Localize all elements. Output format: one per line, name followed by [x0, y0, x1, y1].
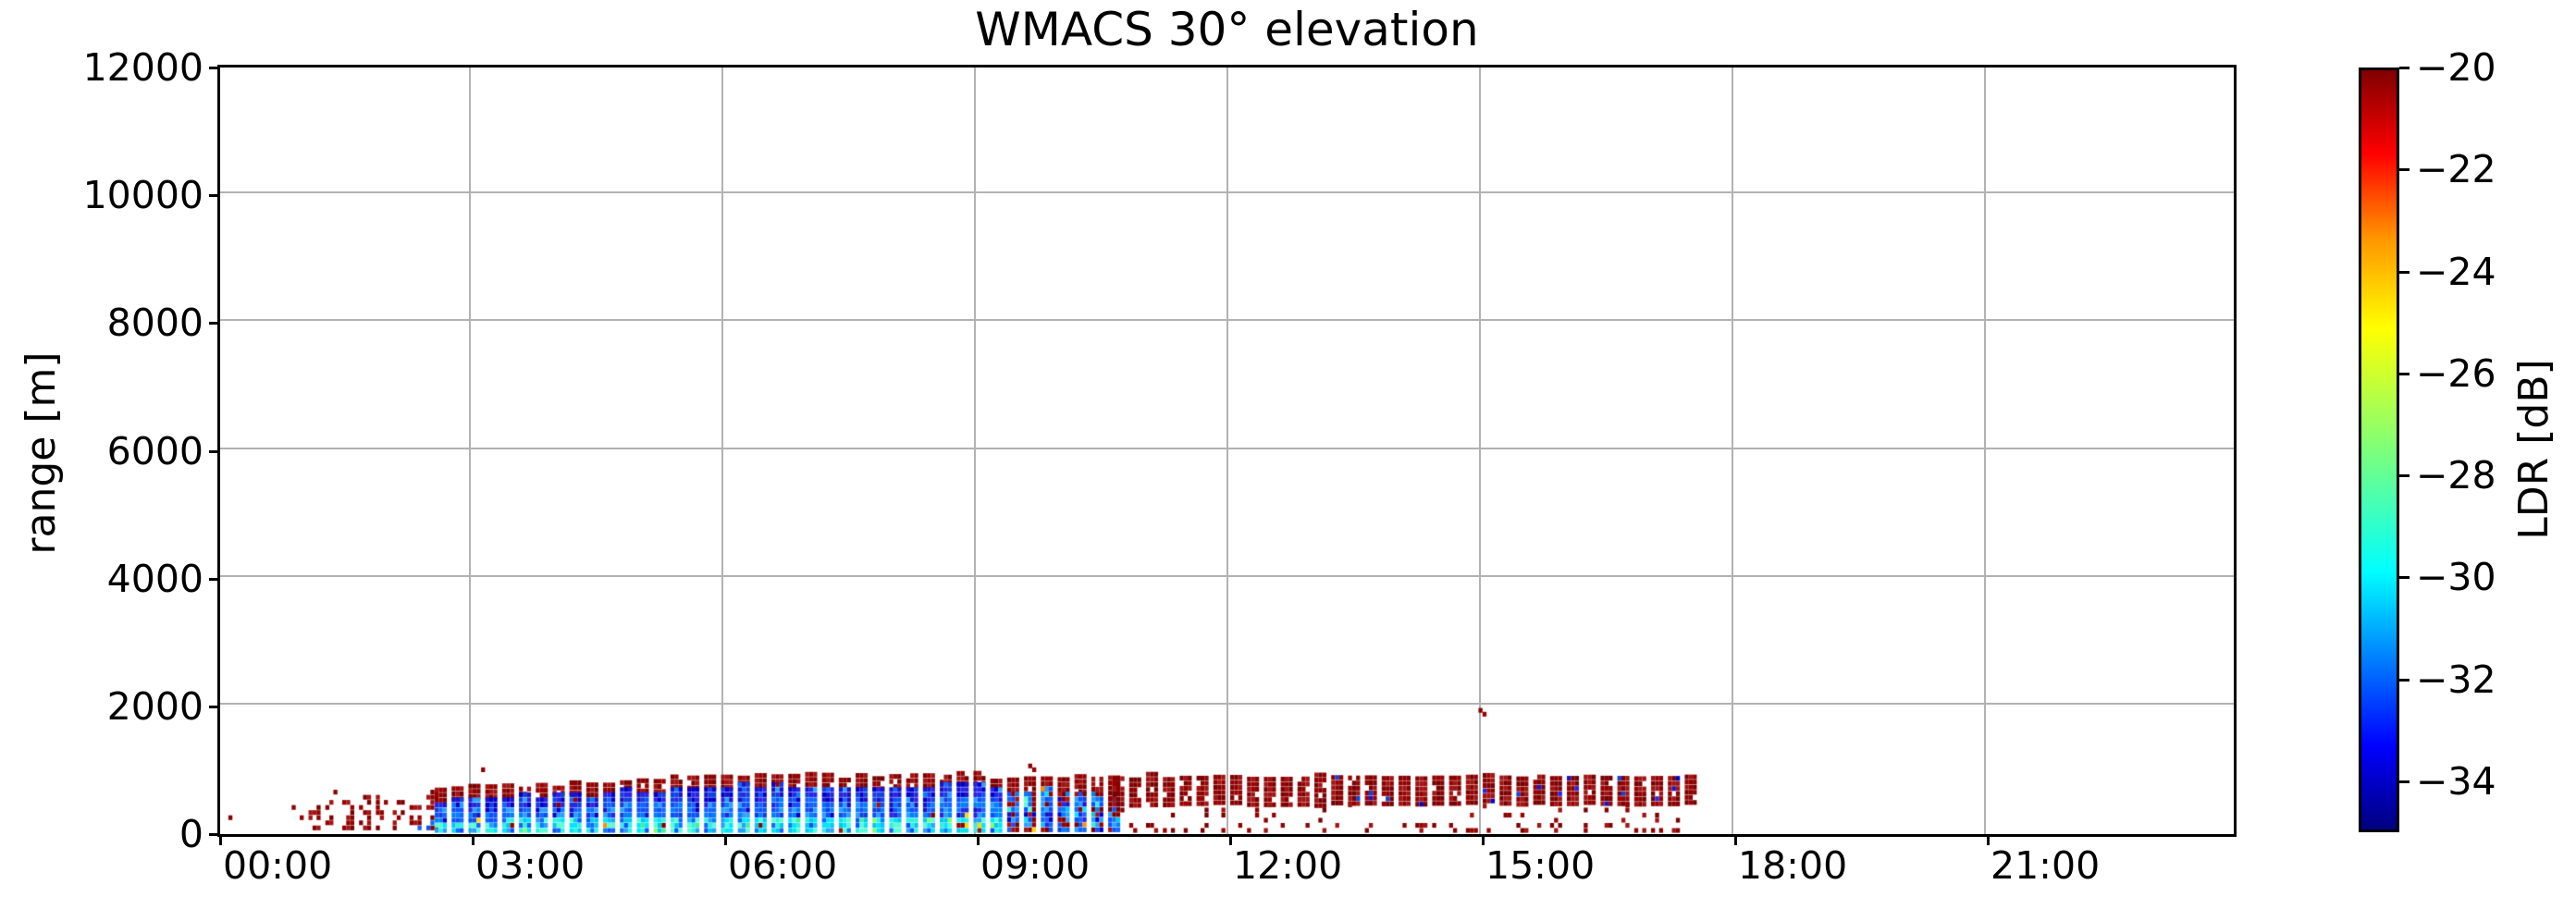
y-tickmark [209, 449, 220, 453]
colorbar [2359, 68, 2399, 832]
x-tickmark [472, 834, 475, 845]
chart-title: WMACS 30° elevation [975, 3, 1479, 56]
x-ticklabel: 15:00 [1485, 843, 1596, 888]
y-tickmark [209, 705, 220, 708]
colorbar-tickmark [2399, 780, 2410, 783]
colorbar-label: LDR [dB] [2510, 359, 2558, 540]
y-ticklabel: 12000 [82, 45, 203, 90]
y-tickmark [209, 322, 220, 326]
colorbar-tickmark [2399, 270, 2410, 274]
x-tickmark [1482, 834, 1485, 845]
x-tickmark [1734, 834, 1737, 845]
y-ticklabel: 8000 [106, 301, 203, 346]
plot-area [217, 65, 2237, 837]
colorbar-tickmark [2399, 576, 2410, 580]
colorbar-ticklabel: −32 [2416, 657, 2496, 702]
y-tickmark [209, 67, 220, 69]
x-ticklabel: 03:00 [475, 843, 585, 888]
x-ticklabel: 00:00 [223, 843, 333, 888]
colorbar-ticklabel: −20 [2416, 45, 2496, 90]
colorbar-tickmark [2399, 678, 2410, 682]
y-ticklabel: 0 [179, 812, 203, 856]
x-ticklabel: 21:00 [1991, 843, 2101, 888]
x-ticklabel: 12:00 [1233, 843, 1343, 888]
y-ticklabel: 4000 [106, 556, 203, 601]
x-tickmark [1229, 834, 1232, 845]
y-ticklabel: 10000 [82, 173, 203, 218]
x-tickmark [219, 834, 222, 845]
x-tickmark [977, 834, 980, 845]
colorbar-ticklabel: −30 [2416, 555, 2496, 600]
y-tickmark [209, 194, 220, 198]
y-tickmark [209, 833, 220, 836]
y-ticklabel: 6000 [106, 428, 203, 473]
colorbar-ticklabel: −26 [2416, 350, 2496, 396]
y-ticklabel: 2000 [106, 683, 203, 729]
colorbar-ticklabel: −22 [2416, 147, 2496, 192]
x-tickmark [724, 834, 727, 845]
colorbar-ticklabel: −34 [2416, 758, 2496, 804]
colorbar-ticklabel: −28 [2416, 453, 2496, 498]
x-tickmark [1987, 834, 1990, 845]
colorbar-tickmark [2399, 168, 2410, 172]
y-tickmark [209, 577, 220, 581]
x-ticklabel: 09:00 [980, 843, 1091, 888]
colorbar-ticklabel: −24 [2416, 249, 2496, 294]
x-ticklabel: 06:00 [728, 843, 838, 888]
echo-heatmap-canvas [220, 68, 2234, 834]
colorbar-tickmark [2399, 67, 2410, 69]
x-ticklabel: 18:00 [1738, 843, 1848, 888]
colorbar-tickmark [2399, 474, 2410, 478]
colorbar-tickmark [2399, 372, 2410, 375]
